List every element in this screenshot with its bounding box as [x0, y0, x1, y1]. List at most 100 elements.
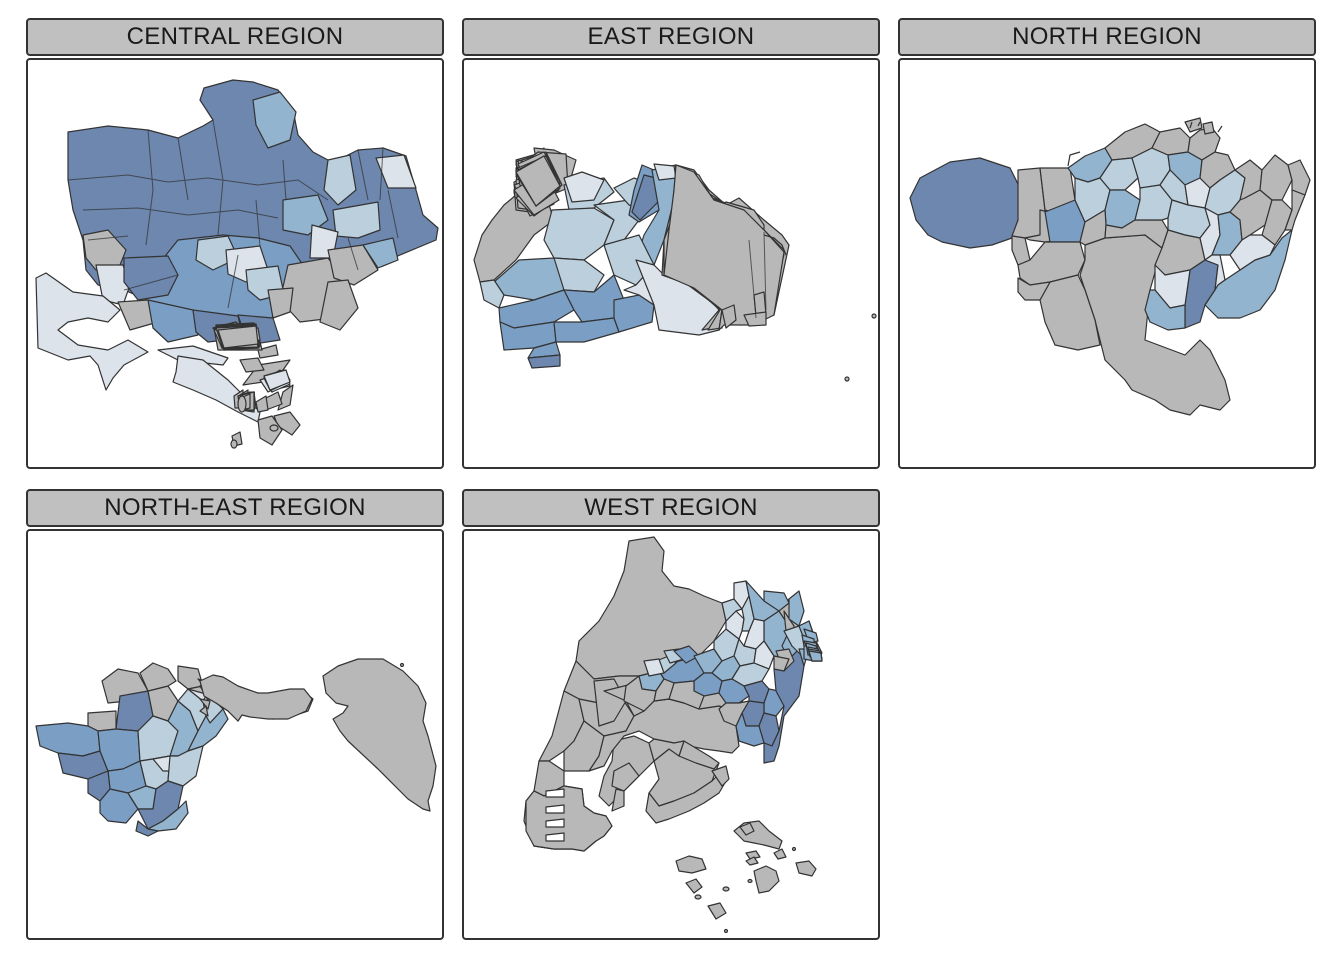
- subzone-polygon: [527, 354, 561, 369]
- island: [722, 886, 730, 892]
- subzone-polygon: [563, 171, 605, 203]
- island-pulau-tekong: [322, 658, 437, 812]
- island: [723, 928, 729, 934]
- subzone-polygon: [255, 395, 269, 413]
- subzone-polygon: [788, 590, 805, 627]
- island: [733, 820, 783, 850]
- panel-central-region: CENTRAL REGION: [26, 18, 444, 469]
- central-region-map: [35, 79, 439, 449]
- subzone-polygon: [135, 820, 159, 837]
- subzone-polygon: [623, 675, 657, 712]
- panel-title: CENTRAL REGION: [26, 18, 444, 56]
- subzone-polygon: [543, 207, 615, 261]
- subzone-polygon: [648, 738, 685, 762]
- subzone-polygon: [362, 237, 399, 269]
- island: [747, 878, 753, 884]
- panel-title: NORTH REGION: [898, 18, 1316, 56]
- subzone-polygon: [252, 91, 297, 149]
- subzone-polygon: [123, 255, 179, 301]
- subzone-polygon: [147, 299, 199, 343]
- subzone-polygon: [643, 658, 665, 677]
- coastline: [1067, 151, 1081, 167]
- island: [773, 848, 787, 860]
- subzone-polygon: [157, 345, 229, 366]
- subzone-polygon: [1229, 189, 1273, 241]
- subzone-polygon: [611, 788, 625, 812]
- subzone-polygon: [718, 700, 750, 727]
- subzone-polygon: [753, 640, 775, 670]
- subzone-polygon: [177, 665, 204, 690]
- panel-title: WEST REGION: [462, 489, 880, 527]
- subzone-polygon: [553, 317, 620, 343]
- subzone-polygon: [95, 264, 131, 306]
- map-central-region: [26, 58, 444, 469]
- subzone-polygon: [327, 244, 379, 286]
- subzone-polygon: [808, 650, 823, 662]
- subzone-polygon: [663, 164, 785, 331]
- subzone-polygon: [267, 287, 294, 319]
- subzone-polygon: [199, 698, 211, 710]
- subzone-polygon: [1144, 289, 1186, 331]
- panel-title: NORTH-EAST REGION: [26, 489, 444, 527]
- island-pulau-ubin: [199, 674, 313, 722]
- subzone-polygon: [139, 662, 177, 692]
- map-north-east-region: [26, 529, 444, 940]
- island: [844, 376, 850, 382]
- island: [685, 878, 703, 894]
- island: [795, 860, 817, 877]
- subzone-polygon: [1039, 274, 1101, 351]
- subzone-polygon: [721, 304, 737, 329]
- subzone-polygon: [257, 344, 279, 359]
- subzone-polygon: [1202, 121, 1215, 135]
- island: [675, 855, 707, 874]
- subzone-polygon: [611, 762, 640, 792]
- coastline: [763, 234, 787, 256]
- north-region-map: [909, 117, 1311, 416]
- north-east-region-map: [35, 658, 437, 837]
- map-west-region: [462, 529, 880, 940]
- subzone-polygon: [909, 157, 1023, 249]
- subzone-polygon: [721, 598, 743, 622]
- subzone-polygon: [99, 788, 139, 824]
- subzone-polygon: [375, 154, 417, 189]
- subzone-polygon: [1259, 154, 1293, 201]
- island: [871, 313, 877, 319]
- island: [739, 822, 755, 836]
- subzone-polygon: [645, 770, 727, 824]
- subzone-polygon: [1017, 277, 1051, 301]
- panel-north-east-region: NORTH-EAST REGION: [26, 489, 444, 940]
- subzone-polygon: [479, 279, 505, 309]
- subzone-polygon: [763, 590, 790, 612]
- island: [269, 424, 279, 432]
- map-east-region: [462, 58, 880, 469]
- east-region-map: [473, 147, 877, 382]
- island: [745, 856, 759, 866]
- subzone-polygon: [1287, 159, 1311, 196]
- subzone-polygon: [35, 272, 149, 391]
- coastline: [1189, 121, 1223, 133]
- subzone-polygon: [323, 154, 357, 206]
- subzone-polygon: [711, 765, 730, 787]
- subzone-polygon: [263, 369, 291, 391]
- subzone-polygon: [773, 655, 790, 672]
- island: [399, 662, 405, 668]
- island: [230, 439, 238, 449]
- subzone-polygon: [257, 415, 283, 446]
- subzone-polygon: [147, 800, 189, 832]
- subzone-polygon: [199, 705, 209, 717]
- island: [237, 395, 247, 413]
- island: [753, 865, 780, 894]
- subzone-boundaries: [67, 119, 399, 309]
- west-region-map: [523, 536, 823, 934]
- subzone-polygon: [35, 722, 101, 757]
- panel-north-region: NORTH REGION: [898, 18, 1316, 469]
- island: [694, 894, 702, 900]
- panel-title: EAST REGION: [462, 18, 880, 56]
- subzone-polygon: [239, 357, 265, 373]
- subzone-polygon: [668, 680, 705, 710]
- subzone-polygon: [743, 311, 767, 327]
- subzone-boundaries: [748, 231, 767, 319]
- subzone-polygon: [1284, 189, 1306, 231]
- panel-west-region: WEST REGION: [462, 489, 880, 940]
- subzone-polygon: [319, 279, 359, 331]
